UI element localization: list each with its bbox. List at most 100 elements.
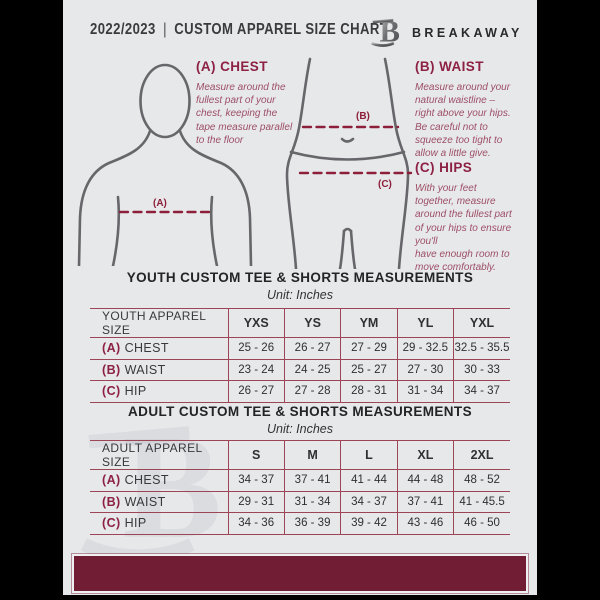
size-col-header: S — [227, 440, 285, 470]
measurement-cell: 37 - 41 — [396, 491, 454, 513]
footer-accent-bar — [72, 554, 528, 593]
waist-guide-heading: (B) WAIST — [415, 59, 484, 74]
row-label-text: CHEST — [124, 341, 169, 356]
breakaway-b-logo-icon: B — [371, 15, 400, 49]
youth-header-row: YOUTH APPAREL SIZE YXS YS YM YL YXL — [90, 308, 510, 338]
row-prefix: (B) — [102, 362, 121, 377]
measurement-cell: 31 - 34 — [396, 380, 454, 402]
youth-size-label-header: YOUTH APPAREL SIZE — [102, 309, 206, 337]
measurement-cell: 23 - 24 — [227, 359, 285, 381]
measurement-cell: 46 - 50 — [453, 512, 510, 534]
measurement-cell: 31 - 34 — [283, 491, 341, 513]
size-col-header: XL — [396, 440, 454, 470]
measurement-cell: 29 - 32.5 — [396, 337, 454, 359]
row-label-text: CHEST — [124, 473, 169, 488]
svg-text:B: B — [380, 15, 400, 49]
measurement-cell: 32.5 - 35.5 — [453, 337, 510, 359]
measurement-cell: 43 - 46 — [396, 512, 454, 534]
waist-hip-measure-figure: (B) (C) — [285, 57, 413, 269]
measurement-cell: 26 - 27 — [283, 337, 341, 359]
row-label-text: WAIST — [124, 362, 166, 377]
youth-size-table: YOUTH APPAREL SIZE YXS YS YM YL YXL (A) C… — [90, 308, 510, 403]
size-chart-page: 2022/2023 | CUSTOM APPAREL SIZE CHART B … — [63, 0, 537, 595]
measurement-cell: 24 - 25 — [283, 359, 341, 381]
row-label: (B) WAIST — [90, 491, 228, 513]
measurement-cell: 27 - 29 — [340, 337, 398, 359]
measurement-cell: 37 - 41 — [283, 469, 341, 491]
row-prefix: (A) — [102, 341, 121, 356]
measurement-cell: 34 - 37 — [340, 491, 398, 513]
youth-table-title: YOUTH CUSTOM TEE & SHORTS MEASUREMENTS — [126, 270, 474, 285]
figure-head-outline — [139, 63, 191, 139]
hips-guide-text: With your feet together, measure around … — [415, 183, 512, 274]
measurement-cell: 26 - 27 — [227, 380, 285, 402]
measurement-cell: 36 - 39 — [283, 512, 341, 534]
hip-marker-label: (C) — [378, 179, 392, 190]
size-col-header: M — [283, 440, 341, 470]
adult-chest-row: (A) CHEST 34 - 37 37 - 41 41 - 44 44 - 48… — [90, 469, 510, 492]
measurement-cell: 27 - 28 — [283, 380, 341, 402]
measurement-cell: 41 - 44 — [340, 469, 398, 491]
chest-marker-label: (A) — [153, 198, 167, 209]
measurement-cell: 41 - 45.5 — [453, 491, 510, 513]
figure-navel — [340, 137, 355, 143]
adult-hip-row: (C) HIP 34 - 36 36 - 39 39 - 42 43 - 46 4… — [90, 512, 510, 535]
figure-right-inner-leg — [349, 229, 357, 269]
measurement-cell: 30 - 33 — [453, 359, 510, 381]
chest-measure-figure: (A) — [77, 63, 253, 266]
size-col-header: 2XL — [453, 440, 510, 470]
row-prefix: (A) — [102, 473, 121, 488]
figure-right-side — [383, 57, 410, 269]
page-title: 2022/2023 | CUSTOM APPAREL SIZE CHART — [90, 21, 388, 39]
size-col-header: YL — [396, 308, 454, 338]
measurement-cell: 44 - 48 — [396, 469, 454, 491]
title-divider: | — [163, 21, 167, 38]
chest-guide-text: Measure around the fullest part of your … — [196, 82, 293, 146]
figure-right-shoulder — [178, 129, 253, 266]
hips-guide-heading: (C) HIPS — [415, 160, 473, 175]
size-col-header: YXS — [227, 308, 285, 338]
adult-table-title: ADULT CUSTOM TEE & SHORTS MEASUREMENTS — [128, 404, 472, 419]
measurement-cell: 48 - 52 — [453, 469, 510, 491]
size-col-header: YXL — [453, 308, 510, 338]
row-label: (B) WAIST — [90, 359, 228, 381]
measurement-cell: 25 - 27 — [340, 359, 398, 381]
season-label: 2022/2023 — [90, 21, 156, 38]
row-label: (A) CHEST — [90, 470, 228, 492]
svg-text:B: B — [122, 405, 221, 570]
youth-waist-row: (B) WAIST 23 - 24 24 - 25 25 - 27 27 - 30… — [90, 359, 510, 381]
brand-name: BREAKAWAY — [412, 26, 523, 40]
figure-left-inner-leg — [338, 229, 346, 269]
youth-hip-row: (C) HIP 26 - 27 27 - 28 28 - 31 31 - 34 3… — [90, 380, 510, 403]
row-prefix: (C) — [102, 516, 121, 531]
row-label: (C) HIP — [90, 513, 228, 535]
youth-table-unit: Unit: Inches — [266, 288, 333, 302]
measurement-cell: 34 - 37 — [227, 469, 285, 491]
row-label-text: HIP — [124, 516, 147, 531]
adult-table-unit: Unit: Inches — [266, 422, 333, 436]
chest-guide-heading: (A) CHEST — [196, 59, 268, 74]
figure-left-armpit — [111, 195, 121, 266]
row-label-text: HIP — [124, 384, 147, 399]
figure-waistband-curve — [289, 150, 406, 161]
measurement-cell: 34 - 37 — [453, 380, 510, 402]
adult-header-row: ADULT APPAREL SIZE S M L XL 2XL — [90, 440, 510, 470]
adult-size-table: ADULT APPAREL SIZE S M L XL 2XL (A) CHEST… — [90, 440, 510, 535]
row-label-text: WAIST — [124, 494, 166, 509]
figure-left-side — [285, 57, 312, 269]
size-col-header: YM — [340, 308, 398, 338]
figure-left-shoulder — [77, 129, 152, 266]
size-col-header: YS — [283, 308, 341, 338]
measurement-cell: 27 - 30 — [396, 359, 454, 381]
size-col-header: L — [340, 440, 398, 470]
adult-waist-row: (B) WAIST 29 - 31 31 - 34 34 - 37 37 - 41… — [90, 491, 510, 513]
measurement-cell: 39 - 42 — [340, 512, 398, 534]
row-label: (A) CHEST — [90, 338, 228, 360]
waist-guide-text: Measure around your natural waistline – … — [415, 82, 511, 160]
adult-size-label-header: ADULT APPAREL SIZE — [102, 441, 203, 469]
row-label: (C) HIP — [90, 381, 228, 403]
measurement-cell: 28 - 31 — [340, 380, 398, 402]
row-prefix: (B) — [102, 494, 121, 509]
chart-title: CUSTOM APPAREL SIZE CHART — [174, 21, 389, 38]
measurement-cell: 34 - 36 — [227, 512, 285, 534]
